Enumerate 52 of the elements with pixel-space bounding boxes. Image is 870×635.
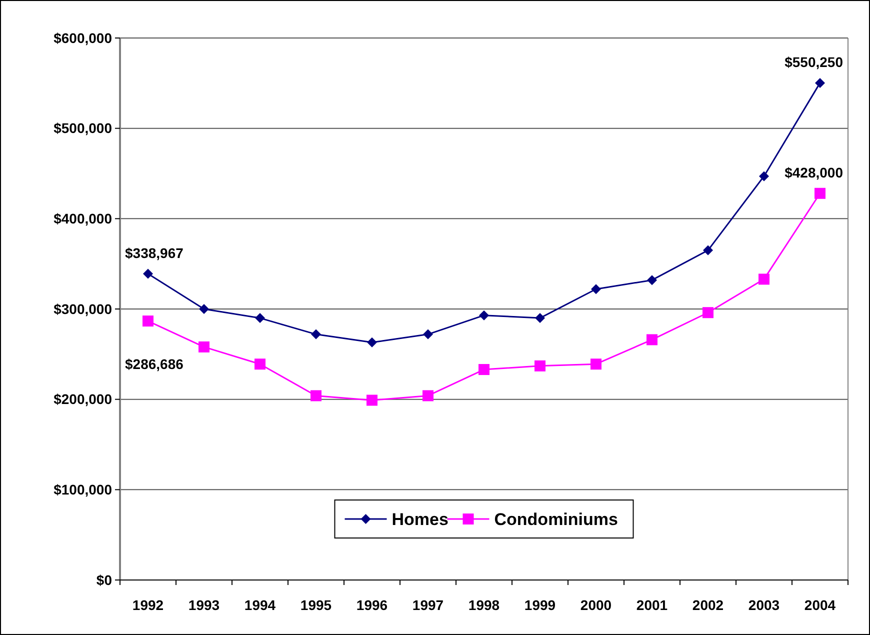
point [815,78,825,88]
point [198,341,210,352]
x-tick-label: 1999 [524,597,556,613]
point [367,337,377,348]
point [479,310,489,320]
point [535,313,545,324]
point [254,358,266,370]
annotation: $286,686 [125,356,184,372]
x-tick-label: 2001 [636,597,668,613]
legend-label: Homes [392,510,448,529]
point [310,390,322,402]
x-tick-label: 2002 [692,597,724,613]
point [647,275,657,286]
point [142,316,154,327]
point [703,245,713,256]
annotation: $550,250 [784,54,844,70]
x-tick-label: 1994 [244,597,276,613]
point [758,274,770,285]
y-tick-label: $200,000 [54,391,112,408]
x-tick-label: 2003 [748,597,780,613]
y-tick-label: $300,000 [54,300,112,317]
point [311,329,321,340]
x-tick-label: 1995 [300,597,332,613]
y-tick-label: $0 [96,572,112,588]
point [478,364,490,376]
y-tick-label: $400,000 [54,210,112,227]
point [646,334,658,346]
point [255,313,265,324]
legend-label: Condominiums [494,510,618,529]
y-tick-label: $600,000 [54,30,112,46]
x-tick-label: 2000 [580,597,612,613]
point [814,188,826,199]
annotation: $338,967 [125,244,184,261]
y-tick-label: $100,000 [54,482,112,498]
x-tick-label: 1997 [412,597,444,613]
x-tick-label: 1998 [468,597,500,613]
point [423,329,433,340]
x-tick-label: 1992 [132,597,164,613]
point [534,360,546,372]
point [591,284,601,294]
point [590,358,602,370]
point [702,307,714,318]
annotation: $428,000 [784,164,844,180]
point [422,390,434,402]
point [143,268,153,279]
y-tick-label: $500,000 [54,120,112,136]
point [199,304,209,314]
x-tick-label: 2004 [804,597,836,613]
x-tick-label: 1993 [188,597,220,613]
point [759,171,769,182]
point [366,394,378,406]
x-tick-label: 1996 [356,597,388,613]
